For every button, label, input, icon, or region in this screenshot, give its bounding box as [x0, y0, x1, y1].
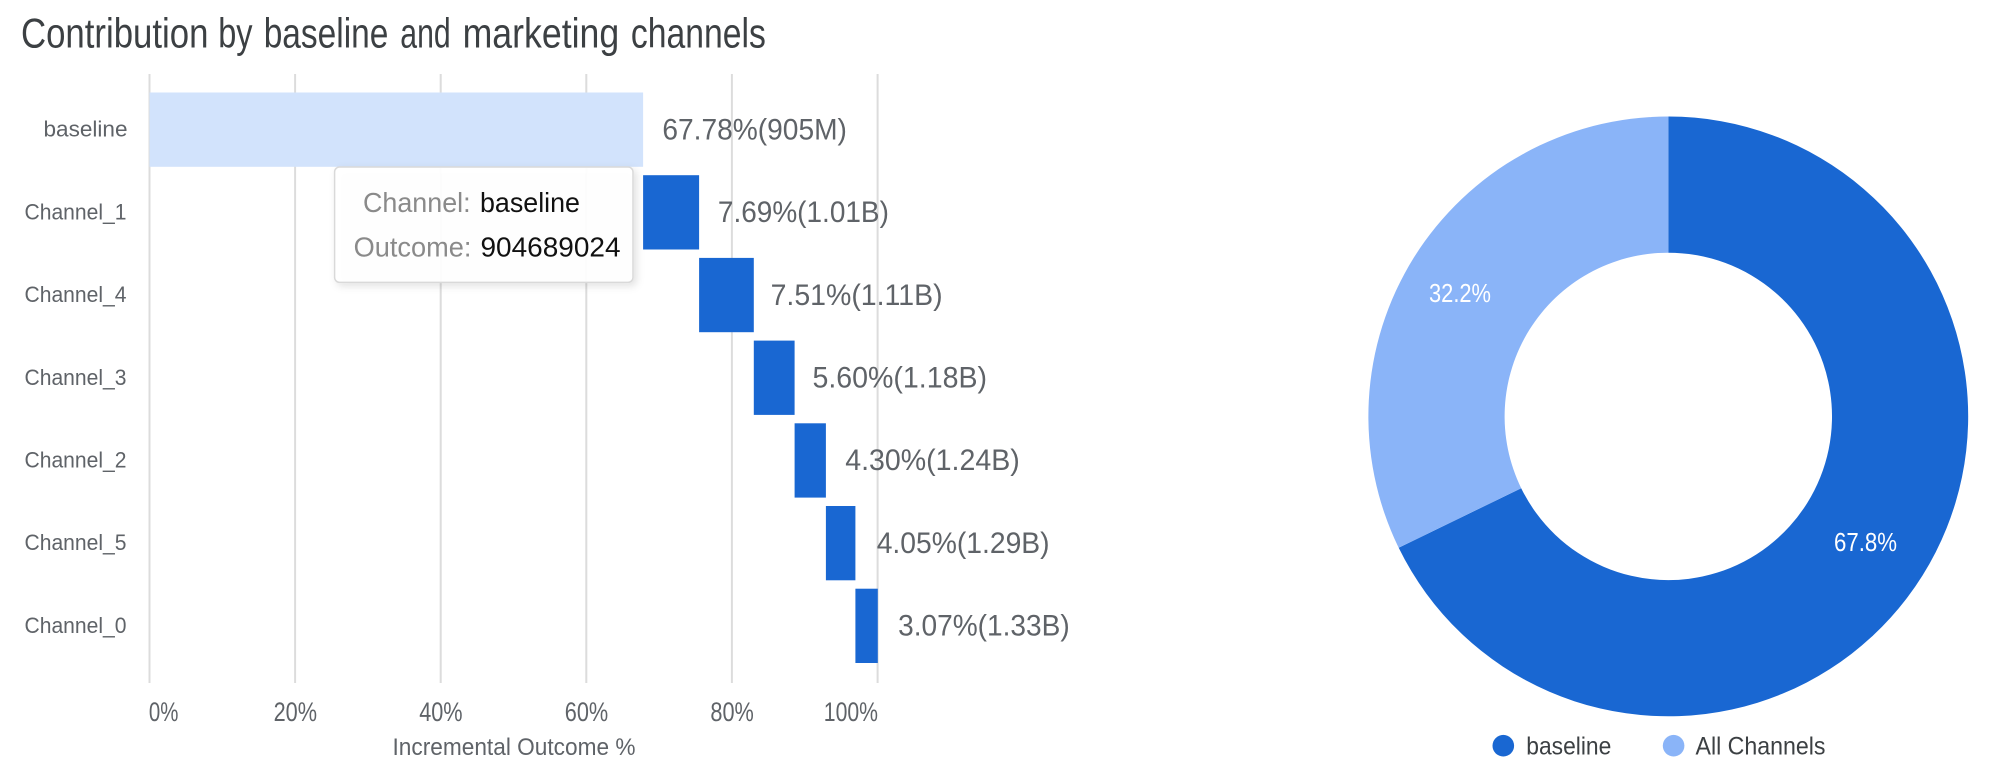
- svg-text:67.78%(905M): 67.78%(905M): [662, 113, 847, 146]
- svg-text:baseline: baseline: [480, 187, 580, 218]
- svg-text:40%: 40%: [419, 697, 462, 727]
- svg-text:Channel_4: Channel_4: [25, 282, 127, 307]
- svg-text:100%: 100%: [824, 697, 878, 727]
- svg-text:and: and: [400, 10, 450, 57]
- svg-text:Contribution: Contribution: [21, 10, 208, 57]
- svg-text:5.60%(1.18B): 5.60%(1.18B): [813, 362, 988, 395]
- svg-text:904689024: 904689024: [481, 232, 621, 263]
- svg-text:7.51%(1.11B): 7.51%(1.11B): [771, 279, 943, 312]
- svg-text:baseline: baseline: [264, 10, 389, 57]
- svg-text:Channel_3: Channel_3: [25, 365, 127, 390]
- svg-text:60%: 60%: [565, 697, 608, 727]
- svg-text:80%: 80%: [710, 697, 753, 727]
- svg-text:Outcome:: Outcome:: [354, 232, 472, 263]
- svg-text:7.69%(1.01B): 7.69%(1.01B): [718, 196, 889, 229]
- svg-text:4.30%(1.24B): 4.30%(1.24B): [845, 444, 1020, 477]
- svg-text:32.2%: 32.2%: [1429, 278, 1491, 308]
- svg-text:Channel:: Channel:: [363, 187, 471, 218]
- svg-text:3.07%(1.33B): 3.07%(1.33B): [898, 610, 1070, 643]
- svg-text:baseline: baseline: [44, 117, 128, 142]
- svg-text:by: by: [218, 10, 252, 57]
- svg-text:channels: channels: [631, 10, 766, 57]
- svg-text:marketing: marketing: [463, 10, 620, 57]
- svg-text:0%: 0%: [149, 697, 179, 727]
- svg-text:All Channels: All Channels: [1696, 733, 1826, 761]
- svg-text:Channel_0: Channel_0: [25, 613, 127, 638]
- svg-text:Channel_1: Channel_1: [25, 199, 127, 224]
- svg-text:20%: 20%: [274, 697, 317, 727]
- svg-text:Channel_2: Channel_2: [25, 448, 127, 473]
- svg-text:67.8%: 67.8%: [1834, 527, 1897, 557]
- svg-text:baseline: baseline: [1526, 733, 1611, 761]
- svg-text:Incremental Outcome %: Incremental Outcome %: [393, 734, 636, 761]
- svg-text:Channel_5: Channel_5: [25, 530, 127, 555]
- svg-text:4.05%(1.29B): 4.05%(1.29B): [877, 527, 1050, 560]
